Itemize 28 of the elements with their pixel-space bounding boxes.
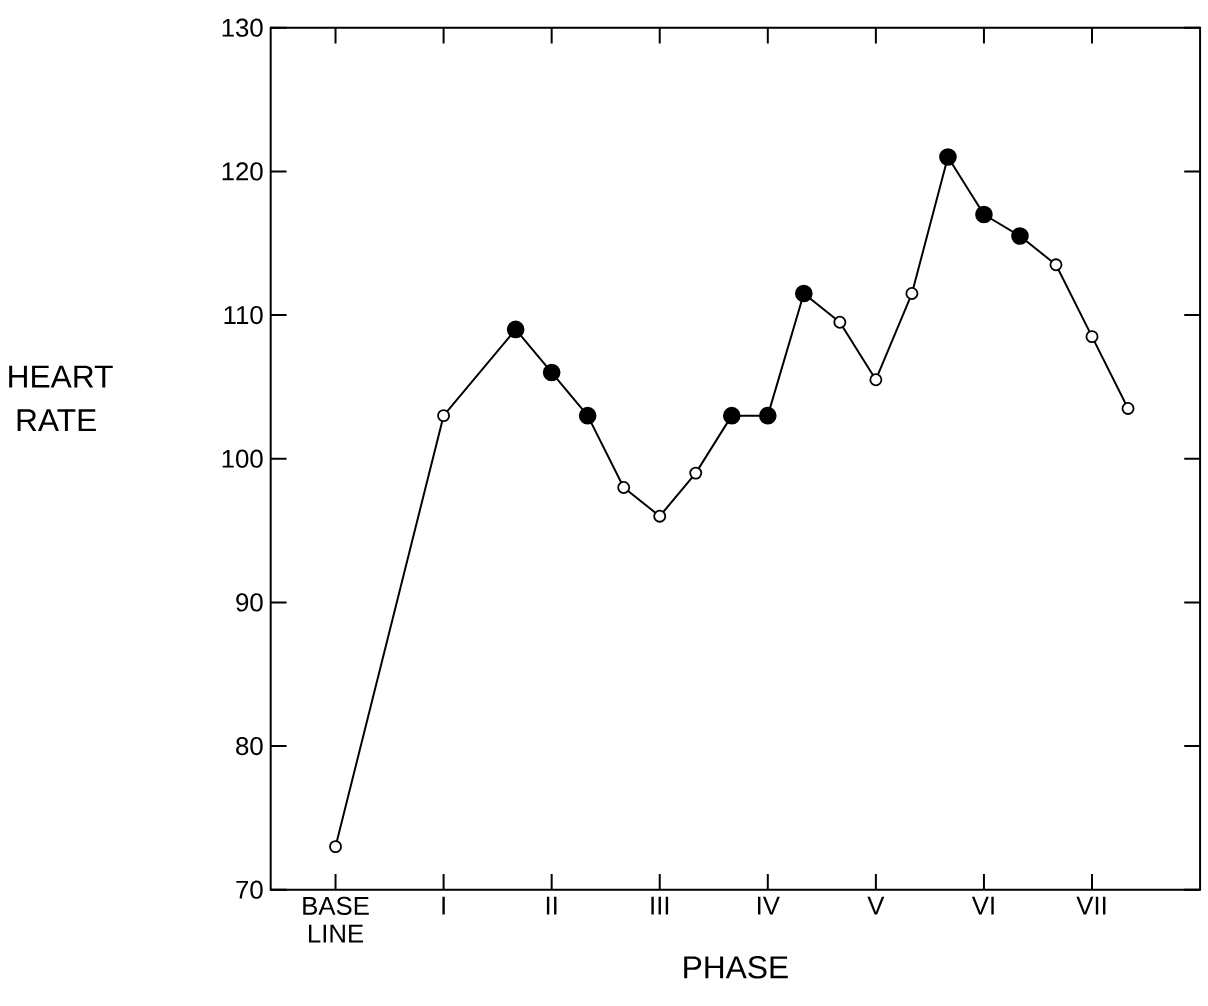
y-tick-label: 120 xyxy=(222,162,263,181)
point xyxy=(329,840,342,854)
y-tick-label: 100 xyxy=(222,449,263,469)
y-tick-label: 80 xyxy=(236,737,263,756)
y-tick-label: 110 xyxy=(224,306,263,325)
x-tick-label: II xyxy=(546,896,557,915)
point xyxy=(689,466,703,480)
point xyxy=(869,373,883,387)
y-tick-label: 70 xyxy=(236,880,263,900)
x-tick-label: III xyxy=(651,896,669,915)
point xyxy=(437,409,451,423)
point xyxy=(833,315,847,329)
x-axis-title: PHASE xyxy=(684,956,788,979)
point xyxy=(653,509,667,523)
point xyxy=(905,287,919,301)
x-tick-label: VI xyxy=(971,896,994,915)
point xyxy=(617,481,631,495)
point xyxy=(1121,402,1135,416)
x-tick-label: VII xyxy=(1076,896,1106,915)
point xyxy=(1085,330,1099,344)
point xyxy=(1049,258,1063,272)
y-tick-label: 90 xyxy=(236,593,263,612)
x-tick-label: IV xyxy=(758,896,780,915)
y-axis-title: HEART RATE xyxy=(9,365,113,432)
x-tick-label: BASE LINE xyxy=(303,896,369,943)
x-tick-label: V xyxy=(867,896,885,915)
y-tick-label: 130 xyxy=(222,18,263,38)
x-tick-label: I xyxy=(442,896,445,915)
